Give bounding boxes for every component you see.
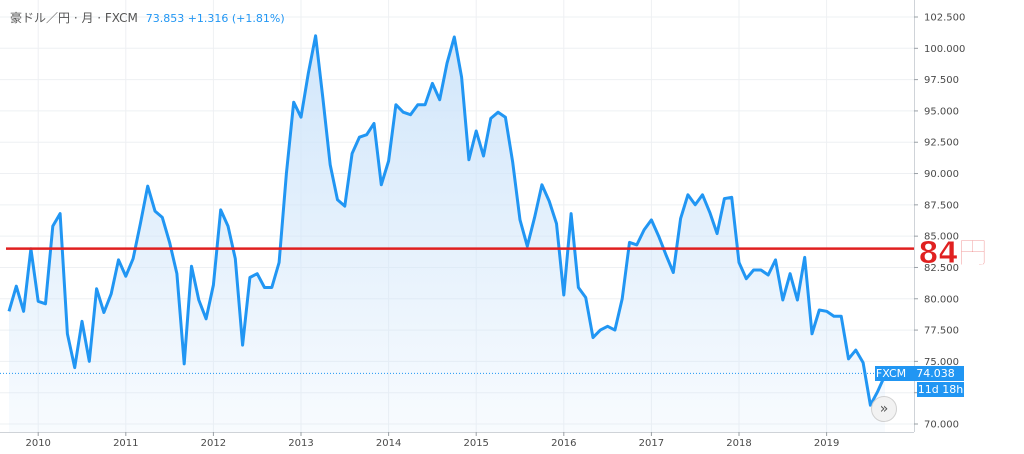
- price-tick-label: 82.500: [924, 263, 959, 274]
- annotation-84-yen: 84円: [918, 235, 989, 271]
- time-tick-label: 2016: [551, 438, 576, 449]
- price-tick-label: 95.000: [924, 106, 959, 117]
- time-tick-label: 2015: [463, 438, 488, 449]
- price-tick-label: 97.500: [924, 75, 959, 86]
- time-tick-label: 2018: [726, 438, 751, 449]
- price-area-fill: [9, 35, 885, 433]
- price-tick-label: 92.500: [924, 138, 959, 149]
- scroll-to-realtime-button[interactable]: »: [871, 396, 897, 422]
- time-tick-label: 2013: [288, 438, 313, 449]
- last-price-tag: FXCM 74.038: [875, 365, 964, 381]
- time-tick-label: 2014: [376, 438, 401, 449]
- last-price: 74.038: [916, 366, 955, 380]
- price-axis[interactable]: 70.00072.50075.00077.50080.00082.50085.0…: [914, 13, 965, 431]
- price-tick-label: 80.000: [924, 294, 959, 305]
- price-tick-label: 75.000: [924, 357, 959, 368]
- time-axis[interactable]: 2010 2011 2012 2013 2014 2015 2016 2017 2018 2019: [25, 432, 839, 449]
- price-tick-label: 77.500: [924, 326, 959, 337]
- symbol-title: 豪ドル／円 · 月 · FXCM: [10, 11, 138, 25]
- time-tick-label: 2019: [814, 438, 839, 449]
- price-tick-label: 100.000: [924, 44, 965, 55]
- time-tick-label: 2017: [639, 438, 664, 449]
- price-tick-label: 70.000: [924, 420, 959, 431]
- double-chevron-right-icon: »: [879, 401, 889, 417]
- price-tick-label: 85.000: [924, 232, 959, 243]
- time-tick-label: 2010: [25, 438, 50, 449]
- last-price-values: 73.853 +1.316 (+1.81%): [145, 12, 285, 25]
- price-tick-label: 102.500: [924, 13, 965, 24]
- time-tick-label: 2011: [113, 438, 138, 449]
- symbol-legend[interactable]: 豪ドル／円 · 月 · FXCM 73.853 +1.316 (+1.81%): [10, 9, 285, 26]
- time-tick-label: 2012: [201, 438, 226, 449]
- price-tick-label: 90.000: [924, 169, 959, 180]
- bar-countdown: 11d 18h: [917, 381, 964, 397]
- price-line: [7, 34, 887, 407]
- price-source: FXCM: [875, 366, 907, 380]
- price-tick-label: 87.500: [924, 200, 959, 211]
